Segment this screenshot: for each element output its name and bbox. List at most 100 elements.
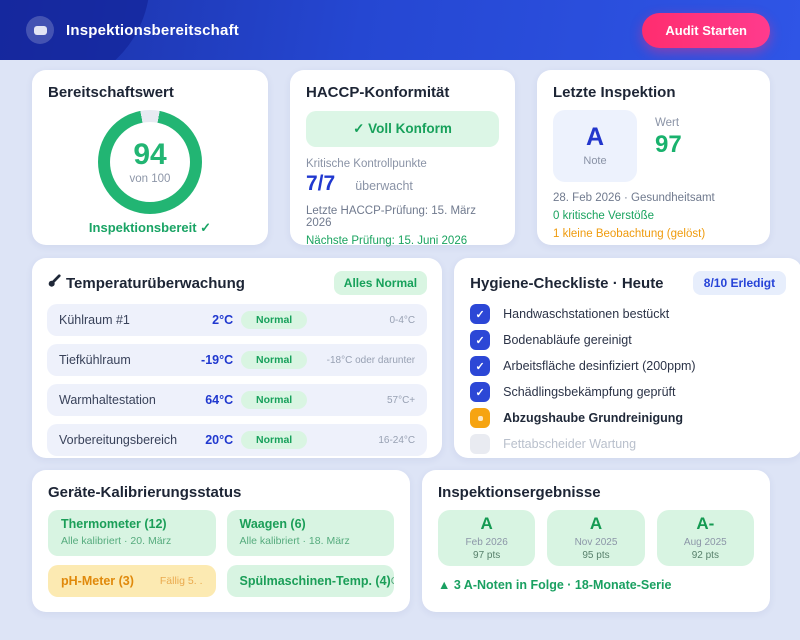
inspection-violations: 0 kritische Verstöße <box>553 210 654 222</box>
result-grade: A <box>589 514 603 533</box>
result-tile-aug2025: A- Aug 2025 92 pts <box>656 510 754 566</box>
checkbox-checked-icon[interactable]: ✓ <box>470 382 491 402</box>
all-normal-badge: Alles Normal <box>333 271 428 295</box>
checklist-item-abzugshaube[interactable]: Abzugshaube Grundreinigung <box>470 408 786 428</box>
calibration-tile-waagen: Waagen (6) Alle kalibriert · 18. März <box>226 510 394 556</box>
ccp-label: Kritische Kontrollpunkte <box>306 158 427 170</box>
readiness-title: Bereitschaftswert <box>48 84 174 101</box>
grade-value: A <box>585 123 605 151</box>
checklist-label: Bodenabläufe gereinigt <box>503 333 632 347</box>
checklist-label: Handwaschstationen bestückt <box>503 307 670 321</box>
dashboard-content: Bereitschaftswert 94 von 100 Inspektions… <box>0 60 800 612</box>
calibration-title: Geräte-Kalibrierungsstatus <box>48 484 242 501</box>
result-month: Aug 2025 <box>683 537 727 548</box>
tile-detail: Fällig 5. . <box>159 575 203 587</box>
temp-row-vorbereitungsbereich: Vorbereitungsbereich 20°C Normal 16-24°C <box>47 424 428 456</box>
readiness-card: Bereitschaftswert 94 von 100 Inspektions… <box>32 70 268 245</box>
checkbox-checked-icon[interactable]: ✓ <box>470 356 491 376</box>
checkbox-empty-icon[interactable] <box>470 434 491 454</box>
checklist-label: Arbeitsfläche desinfiziert (200ppm) <box>503 359 696 373</box>
hygiene-card: Hygiene-Checkliste · Heute 8/10 Erledigt… <box>454 258 800 458</box>
readiness-of-label: von 100 <box>129 172 171 185</box>
result-tile-nov2025: A Nov 2025 95 pts <box>547 510 645 566</box>
haccp-compliance-badge: ✓ Voll Konform <box>306 111 499 147</box>
result-grade: A- <box>696 514 715 533</box>
tile-detail: OK <box>391 575 394 587</box>
results-title: Inspektionsergebnisse <box>438 484 601 501</box>
temperature-card: Temperaturüberwachung Alles Normal Kühlr… <box>32 258 443 458</box>
result-month: Feb 2026 <box>465 537 508 548</box>
checkbox-checked-icon[interactable]: ✓ <box>470 330 491 350</box>
temp-name: Vorbereitungsbereich <box>59 433 178 447</box>
haccp-last-check: Letzte HACCP-Prüfung: 15. März 2026 <box>306 205 477 229</box>
checklist-label: Abzugshaube Grundreinigung <box>503 411 683 425</box>
score-value: 97 <box>655 131 682 158</box>
temp-status-badge: Normal <box>241 431 308 449</box>
temp-name: Warmhaltestation <box>59 393 156 407</box>
checklist-label: Fettabscheider Wartung <box>503 437 637 451</box>
temp-range: 0-4°C <box>389 314 416 326</box>
temp-range: -18°C oder darunter <box>326 354 416 366</box>
temp-value: 64°C <box>205 393 234 407</box>
temp-value: 2°C <box>212 313 234 327</box>
inspection-observation: 1 kleine Beobachtung (gelöst) <box>553 228 706 240</box>
checklist-item-handwasch[interactable]: ✓ Handwaschstationen bestückt <box>470 304 786 324</box>
readiness-gauge: 94 von 100 <box>98 110 202 214</box>
calibration-tile-spuelmaschinen: Spülmaschinen-Temp. (4) OK <box>226 565 394 597</box>
tile-detail: Alle kalibriert · 18. März <box>239 535 350 547</box>
temp-name: Tiefkühlraum <box>59 353 131 367</box>
start-audit-button[interactable]: Audit Starten <box>642 12 770 48</box>
tile-name: Waagen (6) <box>239 517 306 531</box>
temp-value: 20°C <box>205 433 234 447</box>
temp-status-badge: Normal <box>241 351 308 369</box>
clipboard-icon <box>26 16 54 44</box>
temp-range: 16-24°C <box>378 434 416 446</box>
calibration-tile-phmeter: pH-Meter (3) Fällig 5. . <box>48 565 216 597</box>
hygiene-progress-badge: 8/10 Erledigt <box>692 271 787 295</box>
temp-status-badge: Normal <box>241 311 308 329</box>
tile-name: Thermometer (12) <box>61 517 167 531</box>
thermometer-icon <box>47 273 62 293</box>
temp-row-tiefkuehlraum: Tiefkühlraum -19°C Normal -18°C oder dar… <box>47 344 428 376</box>
haccp-title: HACCP-Konformität <box>306 84 450 101</box>
app-title: Inspektionsbereitschaft <box>66 21 239 39</box>
results-card: Inspektionsergebnisse A Feb 2026 97 pts … <box>422 470 770 612</box>
hygiene-title: Hygiene-Checkliste · Heute <box>470 274 664 292</box>
readiness-status: Inspektionsbereit ✓ <box>88 220 212 235</box>
calibration-card: Geräte-Kalibrierungsstatus Thermometer (… <box>32 470 410 612</box>
calibration-tile-thermometer: Thermometer (12) Alle kalibriert · 20. M… <box>48 510 216 556</box>
result-month: Nov 2025 <box>574 537 618 548</box>
result-grade: A <box>480 514 493 533</box>
checklist-label: Schädlingsbekämpfung geprüft <box>503 385 676 399</box>
grade-box: A Note <box>553 110 637 182</box>
checkbox-pending-icon[interactable] <box>470 408 491 428</box>
haccp-next-check: Nächste Prüfung: 15. Juni 2026 <box>306 235 468 247</box>
checklist-item-bodenablaeufe[interactable]: ✓ Bodenabläufe gereinigt <box>470 330 786 350</box>
temp-name: Kühlraum #1 <box>59 313 130 327</box>
temp-row-warmhaltestation: Warmhaltestation 64°C Normal 57°C+ <box>47 384 428 416</box>
checklist-item-arbeitsflaeche[interactable]: ✓ Arbeitsfläche desinfiziert (200ppm) <box>470 356 786 376</box>
result-points: 95 pts <box>582 550 610 561</box>
tile-name: Spülmaschinen-Temp. (4) <box>239 574 391 588</box>
readiness-score: 94 <box>133 137 167 171</box>
temperature-title: Temperaturüberwachung <box>66 274 245 292</box>
checklist-item-schaedlinge[interactable]: ✓ Schädlingsbekämpfung geprüft <box>470 382 786 402</box>
header-left: Inspektionsbereitschaft <box>26 16 239 44</box>
app-header: Inspektionsbereitschaft Audit Starten <box>0 0 800 60</box>
result-points: 97 pts <box>473 550 501 561</box>
grade-label: Note <box>583 155 607 167</box>
last-inspection-title: Letzte Inspektion <box>553 84 676 101</box>
tile-name: pH-Meter (3) <box>61 574 134 588</box>
inspection-meta: 28. Feb 2026 · Gesundheitsamt <box>553 192 715 204</box>
checkbox-checked-icon[interactable]: ✓ <box>470 304 491 324</box>
score-label: Wert <box>655 117 680 129</box>
ccp-suffix: überwacht <box>355 179 413 193</box>
tile-detail: Alle kalibriert · 20. März <box>61 535 172 547</box>
ccp-value: 7/7 <box>306 172 336 195</box>
result-points: 92 pts <box>691 550 719 561</box>
checklist-item-fettabscheider[interactable]: Fettabscheider Wartung <box>470 434 786 454</box>
last-inspection-card: Letzte Inspektion A Note Wert 97 28. Feb… <box>537 70 770 245</box>
streak-note: ▲ 3 A-Noten in Folge · 18-Monate-Serie <box>438 578 672 592</box>
haccp-card: HACCP-Konformität ✓ Voll Konform Kritisc… <box>290 70 515 247</box>
temp-value: -19°C <box>201 353 234 367</box>
